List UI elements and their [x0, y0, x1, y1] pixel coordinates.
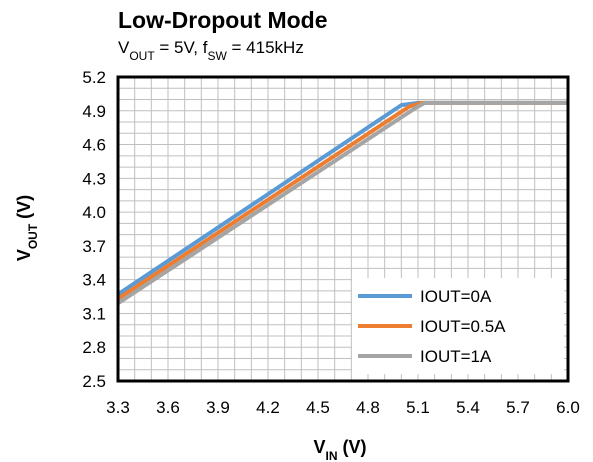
axis-label-main: V: [14, 249, 34, 261]
x-axis-label: VIN (V): [313, 437, 366, 462]
y-tick-label: 2.5: [82, 372, 106, 391]
y-axis-label: VOUT (V): [14, 195, 40, 261]
chart-subtitle: VOUT = 5V, fSW = 415kHz: [118, 38, 304, 63]
x-tick-label: 3.6: [156, 398, 180, 417]
series-group: [116, 100, 568, 305]
subtitle-part: V: [118, 38, 130, 57]
axis-label-main: V: [313, 437, 325, 457]
x-tick-label: 4.2: [256, 398, 280, 417]
legend-label: IOUT=1A: [420, 347, 492, 366]
legend-label: IOUT=0A: [420, 287, 492, 306]
subtitle-part: = 415kHz: [227, 38, 304, 57]
y-axis: 5.2 4.9 4.6 4.3 4.0 3.7 3.4 3.1 2.8 2.5: [82, 68, 106, 391]
y-tick-label: 3.1: [82, 304, 106, 323]
subtitle-part: SW: [207, 49, 227, 63]
axis-label-unit: (V): [338, 437, 367, 457]
x-tick-label: 3.3: [106, 398, 130, 417]
subtitle-part: OUT: [129, 49, 155, 63]
x-tick-label: 5.1: [406, 398, 430, 417]
x-tick-label: 6.0: [556, 398, 580, 417]
x-tick-label: 5.4: [456, 398, 480, 417]
axis-label-sub: OUT: [26, 223, 40, 249]
subtitle-part: = 5V, f: [155, 38, 208, 57]
x-tick-label: 3.9: [206, 398, 230, 417]
y-tick-label: 2.8: [82, 338, 106, 357]
x-tick-label: 4.8: [356, 398, 380, 417]
x-tick-label: 5.7: [506, 398, 530, 417]
y-tick-label: 4.9: [82, 102, 106, 121]
legend-label: IOUT=0.5A: [420, 317, 506, 336]
plot-area: [116, 75, 570, 383]
x-axis: 3.3 3.6 3.9 4.2 4.5 4.8 5.1 5.4 5.7 6.0: [106, 398, 580, 417]
series-line: [116, 100, 568, 296]
y-tick-label: 4.6: [82, 136, 106, 155]
y-tick-label: 4.0: [82, 203, 106, 222]
chart-title: Low-Dropout Mode: [118, 7, 328, 33]
legend: IOUT=0A IOUT=0.5A IOUT=1A: [352, 278, 564, 374]
axis-label-unit: (V): [14, 195, 34, 224]
series-line: [116, 100, 568, 305]
axis-label-sub: IN: [326, 449, 338, 462]
y-tick-label: 3.4: [82, 271, 106, 290]
y-tick-label: 3.7: [82, 237, 106, 256]
y-tick-label: 5.2: [82, 68, 106, 87]
x-tick-label: 4.5: [306, 398, 330, 417]
y-tick-label: 4.3: [82, 169, 106, 188]
